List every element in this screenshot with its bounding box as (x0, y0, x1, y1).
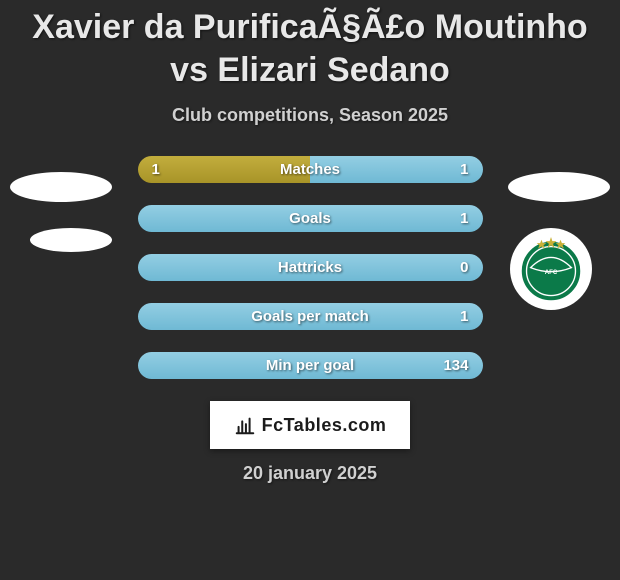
page-title: Xavier da PurificaÃ§Ã£o Moutinho vs Eliz… (0, 0, 620, 91)
stat-row: Min per goal 134 (0, 352, 620, 379)
stat-bar: Min per goal 134 (138, 352, 483, 379)
stat-bar: Hattricks 0 (138, 254, 483, 281)
stat-label: Goals per match (251, 308, 369, 325)
stat-bar: 1 Matches 1 (138, 156, 483, 183)
page-subtitle: Club competitions, Season 2025 (0, 105, 620, 126)
stat-right-value: 1 (460, 161, 468, 178)
stat-label: Goals (289, 210, 331, 227)
stat-right-value: 1 (460, 210, 468, 227)
stat-right-value: 1 (460, 308, 468, 325)
stat-right-value: 134 (443, 357, 468, 374)
stat-row: 1 Matches 1 (0, 156, 620, 183)
stat-label: Matches (280, 161, 340, 178)
brand-text: FcTables.com (262, 415, 387, 436)
stat-row: Goals per match 1 (0, 303, 620, 330)
stat-label: Hattricks (278, 259, 342, 276)
stat-bar: Goals per match 1 (138, 303, 483, 330)
stat-label: Min per goal (266, 357, 354, 374)
stat-left-value: 1 (152, 161, 160, 178)
comparison-bars: 1 Matches 1 Goals 1 Hattricks 0 (0, 156, 620, 379)
chart-icon (234, 414, 256, 436)
stat-row: Hattricks 0 (0, 254, 620, 281)
stat-bar: Goals 1 (138, 205, 483, 232)
stat-right-value: 0 (460, 259, 468, 276)
date-text: 20 january 2025 (0, 463, 620, 484)
stat-row: Goals 1 (0, 205, 620, 232)
brand-box[interactable]: FcTables.com (210, 401, 410, 449)
